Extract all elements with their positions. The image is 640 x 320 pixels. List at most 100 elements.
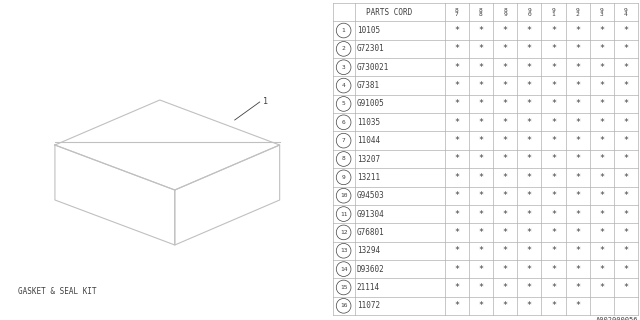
Text: *: * (599, 118, 604, 127)
Text: 8: 8 (503, 8, 507, 13)
Text: *: * (551, 26, 556, 35)
Text: *: * (454, 283, 460, 292)
Text: *: * (479, 155, 483, 164)
Text: *: * (479, 26, 483, 35)
Text: *: * (527, 246, 532, 255)
Text: *: * (599, 283, 604, 292)
Text: *: * (454, 228, 460, 237)
Text: *: * (599, 100, 604, 108)
Text: 9: 9 (600, 8, 604, 13)
Text: 8: 8 (342, 156, 346, 162)
Text: *: * (479, 44, 483, 53)
Text: *: * (575, 26, 580, 35)
Text: *: * (599, 44, 604, 53)
Text: G72301: G72301 (356, 44, 385, 53)
Text: *: * (454, 118, 460, 127)
Text: *: * (551, 301, 556, 310)
Text: 1: 1 (262, 98, 268, 107)
Text: *: * (551, 63, 556, 72)
Text: 10: 10 (340, 193, 348, 198)
Text: *: * (527, 44, 532, 53)
Text: *: * (454, 136, 460, 145)
Text: *: * (527, 191, 532, 200)
Text: 5: 5 (342, 101, 346, 107)
Text: A002000056: A002000056 (595, 317, 638, 320)
Text: *: * (575, 228, 580, 237)
Text: *: * (502, 100, 508, 108)
Text: *: * (502, 301, 508, 310)
Text: 2: 2 (342, 46, 346, 52)
Text: 4: 4 (624, 12, 628, 17)
Text: *: * (575, 81, 580, 90)
Text: *: * (599, 63, 604, 72)
Text: *: * (502, 283, 508, 292)
Text: *: * (623, 191, 628, 200)
Text: *: * (502, 44, 508, 53)
Text: *: * (575, 210, 580, 219)
Text: *: * (551, 81, 556, 90)
Text: *: * (479, 210, 483, 219)
Text: 12: 12 (340, 230, 348, 235)
Text: *: * (502, 210, 508, 219)
Text: *: * (623, 228, 628, 237)
Text: *: * (527, 118, 532, 127)
Text: *: * (502, 265, 508, 274)
Text: *: * (454, 81, 460, 90)
Text: *: * (623, 100, 628, 108)
Text: *: * (502, 81, 508, 90)
Text: *: * (454, 63, 460, 72)
Text: 7: 7 (342, 138, 346, 143)
Text: *: * (599, 26, 604, 35)
Text: *: * (623, 63, 628, 72)
Text: *: * (575, 173, 580, 182)
Text: *: * (479, 228, 483, 237)
Text: *: * (575, 44, 580, 53)
Text: *: * (454, 246, 460, 255)
Text: *: * (454, 210, 460, 219)
Text: *: * (527, 301, 532, 310)
Text: *: * (502, 191, 508, 200)
Text: *: * (599, 246, 604, 255)
Text: *: * (479, 191, 483, 200)
Text: *: * (599, 191, 604, 200)
Text: *: * (502, 63, 508, 72)
Text: G94503: G94503 (356, 191, 385, 200)
Text: *: * (502, 228, 508, 237)
Text: *: * (551, 246, 556, 255)
Text: *: * (527, 136, 532, 145)
Text: *: * (551, 136, 556, 145)
Text: 9: 9 (342, 175, 346, 180)
Text: *: * (454, 191, 460, 200)
Text: *: * (527, 155, 532, 164)
Text: *: * (551, 191, 556, 200)
Text: 10105: 10105 (356, 26, 380, 35)
Text: *: * (502, 173, 508, 182)
Text: *: * (527, 26, 532, 35)
Text: *: * (623, 26, 628, 35)
Text: 13: 13 (340, 248, 348, 253)
Text: 9: 9 (576, 8, 579, 13)
Text: *: * (527, 100, 532, 108)
Text: *: * (599, 210, 604, 219)
Text: *: * (454, 265, 460, 274)
Text: *: * (527, 283, 532, 292)
Text: *: * (599, 136, 604, 145)
Text: *: * (454, 155, 460, 164)
Text: *: * (527, 63, 532, 72)
Text: *: * (502, 136, 508, 145)
Text: G730021: G730021 (356, 63, 389, 72)
Text: 6: 6 (342, 120, 346, 125)
Text: G91005: G91005 (356, 100, 385, 108)
Text: 2: 2 (576, 12, 579, 17)
Text: *: * (551, 155, 556, 164)
Text: *: * (479, 265, 483, 274)
Text: *: * (575, 136, 580, 145)
Text: 11044: 11044 (356, 136, 380, 145)
Text: *: * (479, 63, 483, 72)
Text: D93602: D93602 (356, 265, 385, 274)
Text: 4: 4 (342, 83, 346, 88)
Text: 13211: 13211 (356, 173, 380, 182)
Text: *: * (623, 210, 628, 219)
Text: *: * (575, 283, 580, 292)
Text: 21114: 21114 (356, 283, 380, 292)
